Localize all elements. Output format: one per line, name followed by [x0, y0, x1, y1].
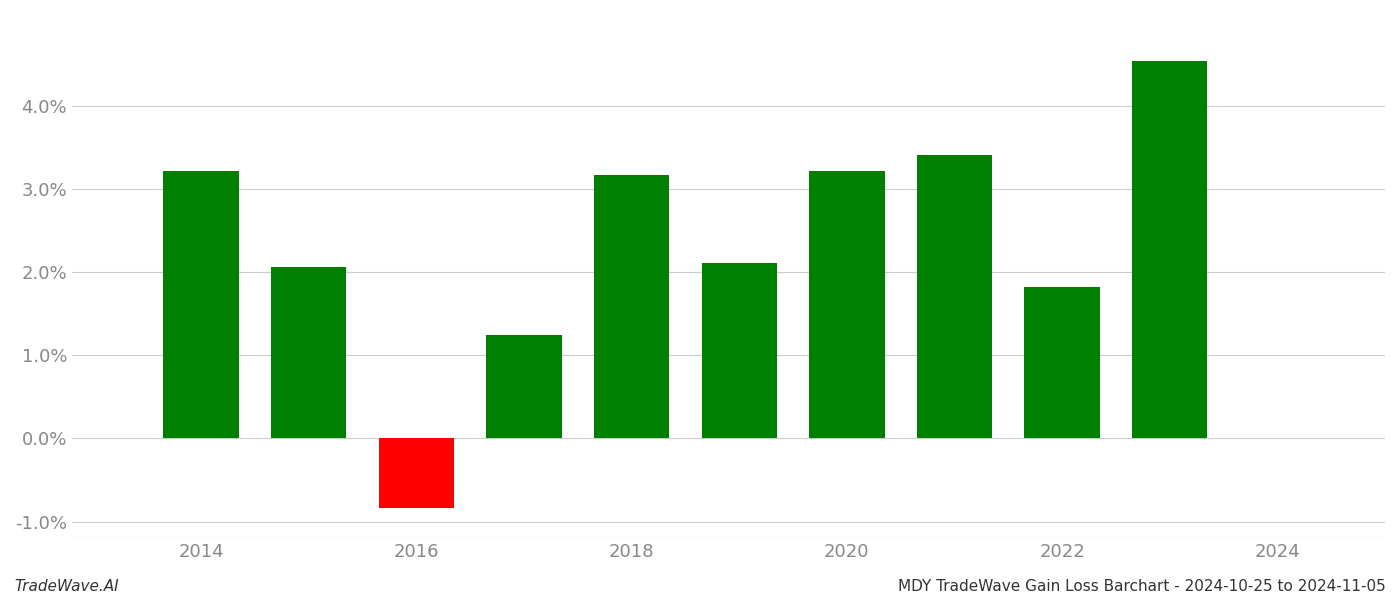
- Bar: [809, 171, 885, 439]
- Bar: [378, 439, 454, 508]
- Bar: [917, 155, 993, 439]
- Bar: [1025, 287, 1100, 439]
- Bar: [594, 175, 669, 439]
- Text: TradeWave.AI: TradeWave.AI: [14, 579, 119, 594]
- Bar: [1133, 61, 1207, 439]
- Bar: [164, 171, 238, 439]
- Text: MDY TradeWave Gain Loss Barchart - 2024-10-25 to 2024-11-05: MDY TradeWave Gain Loss Barchart - 2024-…: [899, 579, 1386, 594]
- Bar: [701, 263, 777, 439]
- Bar: [486, 335, 561, 439]
- Bar: [272, 268, 346, 439]
